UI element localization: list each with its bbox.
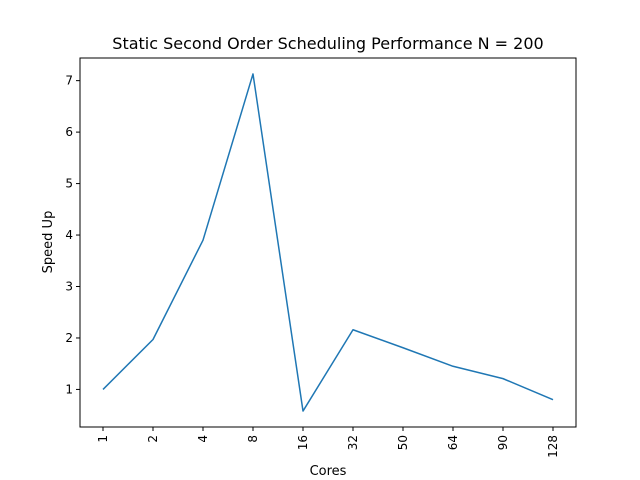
y-tick-label: 1 [65, 382, 73, 396]
x-tick-label: 64 [446, 435, 460, 450]
chart-title: Static Second Order Scheduling Performan… [112, 34, 543, 53]
y-axis-label: Speed Up [41, 211, 56, 274]
y-tick-label: 4 [65, 228, 73, 242]
x-tick-label: 16 [296, 435, 310, 450]
x-tick-label: 90 [496, 435, 510, 450]
series-line [102, 73, 554, 412]
plot-area: 1 2 3 4 5 6 7 1 2 4 8 16 32 50 64 90 128 [65, 73, 560, 458]
x-axis-label: Cores [310, 464, 347, 479]
plot-frame [79, 57, 577, 428]
y-tick-label: 7 [65, 74, 73, 88]
x-tick-label: 128 [546, 435, 560, 458]
y-tick-label: 5 [65, 177, 73, 191]
x-tick-label: 4 [196, 435, 210, 443]
x-tick-label: 1 [96, 435, 110, 443]
y-tick-label: 6 [65, 125, 73, 139]
x-tick-label: 8 [246, 435, 260, 443]
x-tick-label: 32 [346, 435, 360, 450]
x-tick-label: 50 [396, 435, 410, 450]
y-tick-label: 2 [65, 331, 73, 345]
x-tick-label: 2 [146, 435, 160, 443]
y-tick-label: 3 [65, 280, 73, 294]
